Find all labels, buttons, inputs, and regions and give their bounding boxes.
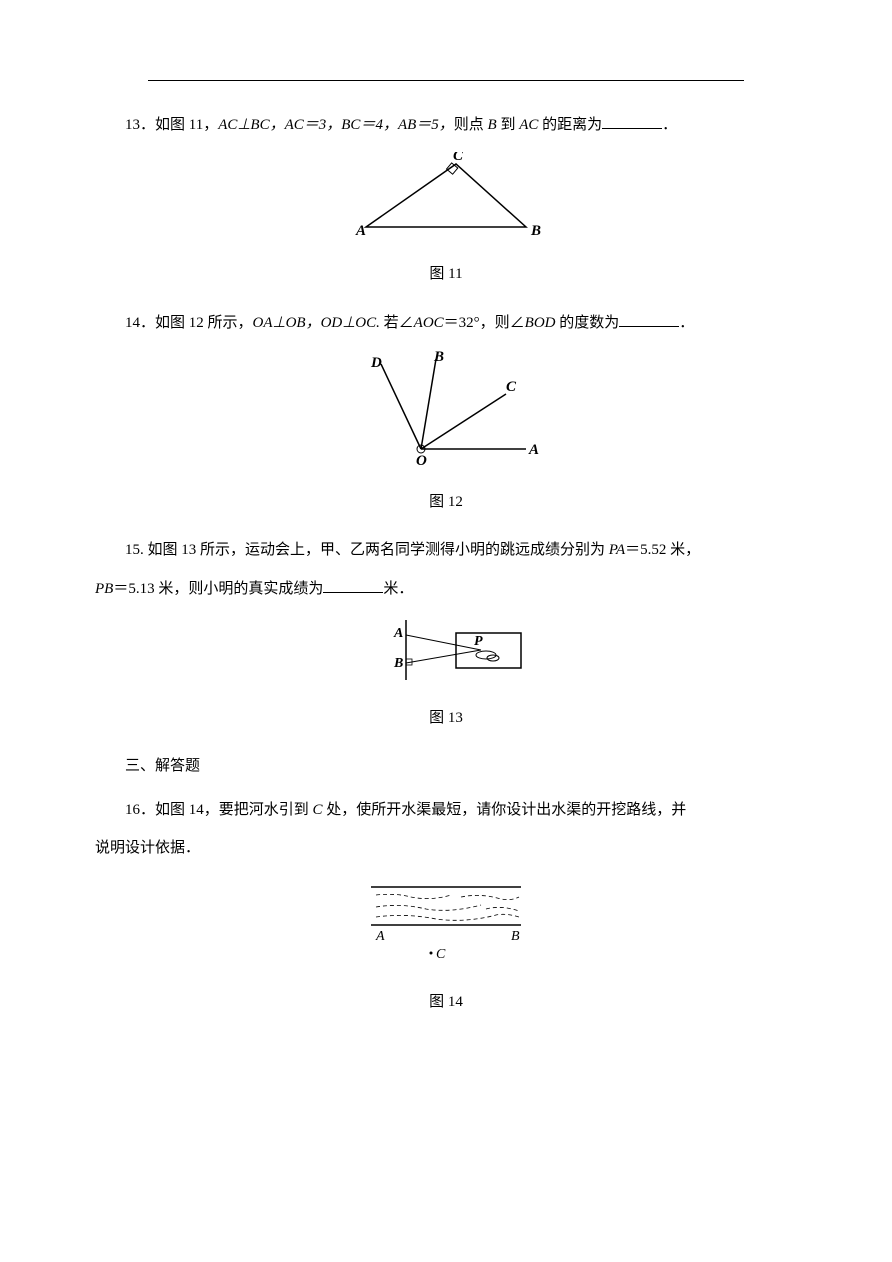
question-15-line1: 15. 如图 13 所示，运动会上，甲、乙两名同学测得小明的跳远成绩分别为 PA… — [95, 536, 797, 565]
q14-math3: BOD — [525, 315, 556, 331]
fig13-label-B: B — [393, 656, 403, 671]
question-15-line2: PB＝5.13 米，则小明的真实成绩为 米． — [95, 575, 797, 604]
q13-math2: B — [488, 117, 497, 133]
fig14-label-A: A — [375, 929, 385, 944]
q13-after: 的距离为 — [538, 117, 602, 133]
header-rule — [148, 80, 745, 81]
q13-math3: AC — [519, 117, 538, 133]
q15-blank — [323, 578, 383, 593]
q14-mid: 若∠ — [380, 315, 414, 331]
question-16-line1: 16．如图 14，要把河水引到 C 处，使所开水渠最短，请你设计出水渠的开挖路线… — [95, 796, 797, 825]
q16-l1: 16．如图 14，要把河水引到 — [125, 802, 313, 818]
q13-end: ． — [662, 117, 677, 133]
q14-math1: OA⊥OB，OD⊥OC. — [253, 315, 380, 331]
q13-text: 13．如图 11， — [125, 117, 218, 133]
figure-14-wrap: A B C 图 14 — [95, 875, 797, 1017]
caption-11: 图 11 — [95, 260, 797, 289]
section-3-heading: 三、解答题 — [95, 752, 797, 781]
figure-12-wrap: A C B D O 图 12 — [95, 349, 797, 516]
figure-12-svg: A C B D O — [346, 349, 546, 469]
q14-mid2: ＝32°，则∠ — [444, 315, 525, 331]
q15-l2-after: 米． — [383, 581, 413, 597]
figure-14-svg: A B C — [351, 875, 541, 970]
fig11-label-A: A — [355, 223, 366, 239]
q15-l1-after: ＝5.52 米， — [625, 542, 700, 558]
question-16-line2: 说明设计依据． — [95, 834, 797, 863]
q16-math1: C — [313, 802, 323, 818]
fig13-label-P: P — [474, 634, 483, 649]
question-13: 13．如图 11，AC⊥BC，AC＝3，BC＝4，AB＝5，则点 B 到 AC … — [95, 111, 797, 140]
q14-end: ． — [679, 315, 694, 331]
q15-l1-math: PA — [609, 542, 625, 558]
fig12-label-C: C — [506, 379, 517, 395]
figure-11-svg: A B C — [336, 152, 556, 242]
caption-12: 图 12 — [95, 488, 797, 517]
fig13-label-A: A — [393, 626, 403, 641]
q15-l2-math: PB — [95, 581, 113, 597]
q13-math1: AC⊥BC，AC＝3，BC＝4，AB＝5， — [218, 117, 454, 133]
figure-13-svg: A B P — [356, 615, 536, 685]
q15-l2-mid: ＝5.13 米，则小明的真实成绩为 — [113, 581, 323, 597]
figure-11-wrap: A B C 图 11 — [95, 152, 797, 289]
q14-blank — [619, 312, 679, 327]
fig12-label-A: A — [528, 442, 539, 458]
figure-13-wrap: A B P 图 13 — [95, 615, 797, 732]
caption-13: 图 13 — [95, 704, 797, 733]
fig14-label-B: B — [511, 929, 520, 944]
q14-text: 14．如图 12 所示， — [125, 315, 253, 331]
caption-14: 图 14 — [95, 988, 797, 1017]
fig11-label-B: B — [530, 223, 541, 239]
q16-l1b: 处，使所开水渠最短，请你设计出水渠的开挖路线，并 — [323, 802, 687, 818]
q15-l1-before: 15. 如图 13 所示，运动会上，甲、乙两名同学测得小明的跳远成绩分别为 — [125, 542, 609, 558]
fig12-label-B: B — [433, 349, 444, 365]
question-14: 14．如图 12 所示，OA⊥OB，OD⊥OC. 若∠AOC＝32°，则∠BOD… — [95, 309, 797, 338]
fig12-label-D: D — [370, 355, 382, 371]
q14-math2: AOC — [414, 315, 444, 331]
q13-blank — [602, 114, 662, 129]
fig12-label-O: O — [416, 453, 427, 469]
q13-mid: 则点 — [454, 117, 488, 133]
q14-after: 的度数为 — [556, 315, 620, 331]
q13-mid2: 到 — [497, 117, 520, 133]
fig11-label-C: C — [453, 152, 464, 164]
fig14-label-C: C — [436, 947, 446, 962]
